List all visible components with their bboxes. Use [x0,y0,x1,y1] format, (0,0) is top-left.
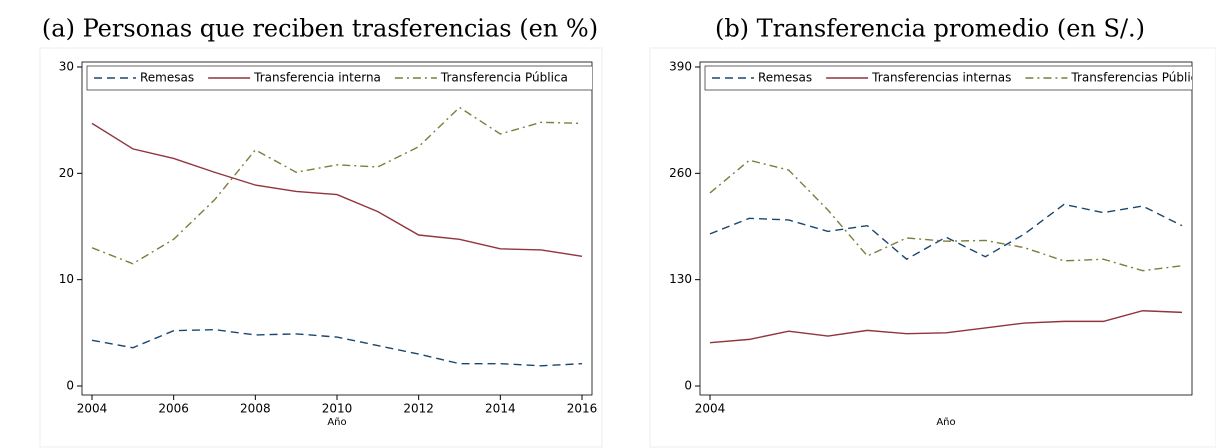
legend-label: Transferencias internas [871,71,1011,85]
x-tick-label: 2014 [485,402,516,416]
series-line [709,203,1183,261]
chart-title: (b) Transferencia promedio (en S/.) [715,15,1145,43]
legend-box [86,65,592,91]
legend: Remesas Transferencias internas Transferen… [704,65,1210,91]
panel-frame [39,47,603,448]
legend-label: Remesas [758,71,812,85]
series-line [91,106,583,265]
y-tick-label: 10 [59,272,74,286]
legend-label: Transferencias Públicas [1070,71,1210,85]
y-tick-label: 20 [59,166,74,180]
x-axis-label: Año [936,417,955,428]
x-tick-label: 2004 [695,402,726,416]
x-tick-label: 2008 [240,402,271,416]
y-tick-label: 30 [59,60,74,74]
legend-label: Remesas [140,71,194,85]
x-axis-label: Año [327,417,346,428]
plot-area [81,61,593,396]
chart-title: (a) Personas que reciben trasferencias (… [42,15,598,43]
x-tick-label: 2012 [403,402,434,416]
panel-frame [649,47,1216,448]
series-line [709,310,1183,344]
y-tick-label: 0 [684,379,692,393]
legend-box [704,65,1192,91]
legend-label: Transferencia interna [253,71,381,85]
series-line [709,159,1183,272]
x-tick-label: 2004 [77,402,108,416]
y-tick-label: 260 [669,166,692,180]
x-tick-label: 2016 [567,402,598,416]
y-tick-label: 390 [669,60,692,74]
series-line [91,122,583,257]
y-tick-label: 0 [66,379,74,393]
plot-area [699,61,1193,396]
series-line [91,328,583,367]
x-tick-label: 2010 [322,402,353,416]
y-tick-label: 130 [669,272,692,286]
legend: Remesas Transferencia interna Transferenci… [86,65,592,91]
x-tick-label: 2006 [158,402,189,416]
legend-label: Transferencia Pública [440,71,568,85]
